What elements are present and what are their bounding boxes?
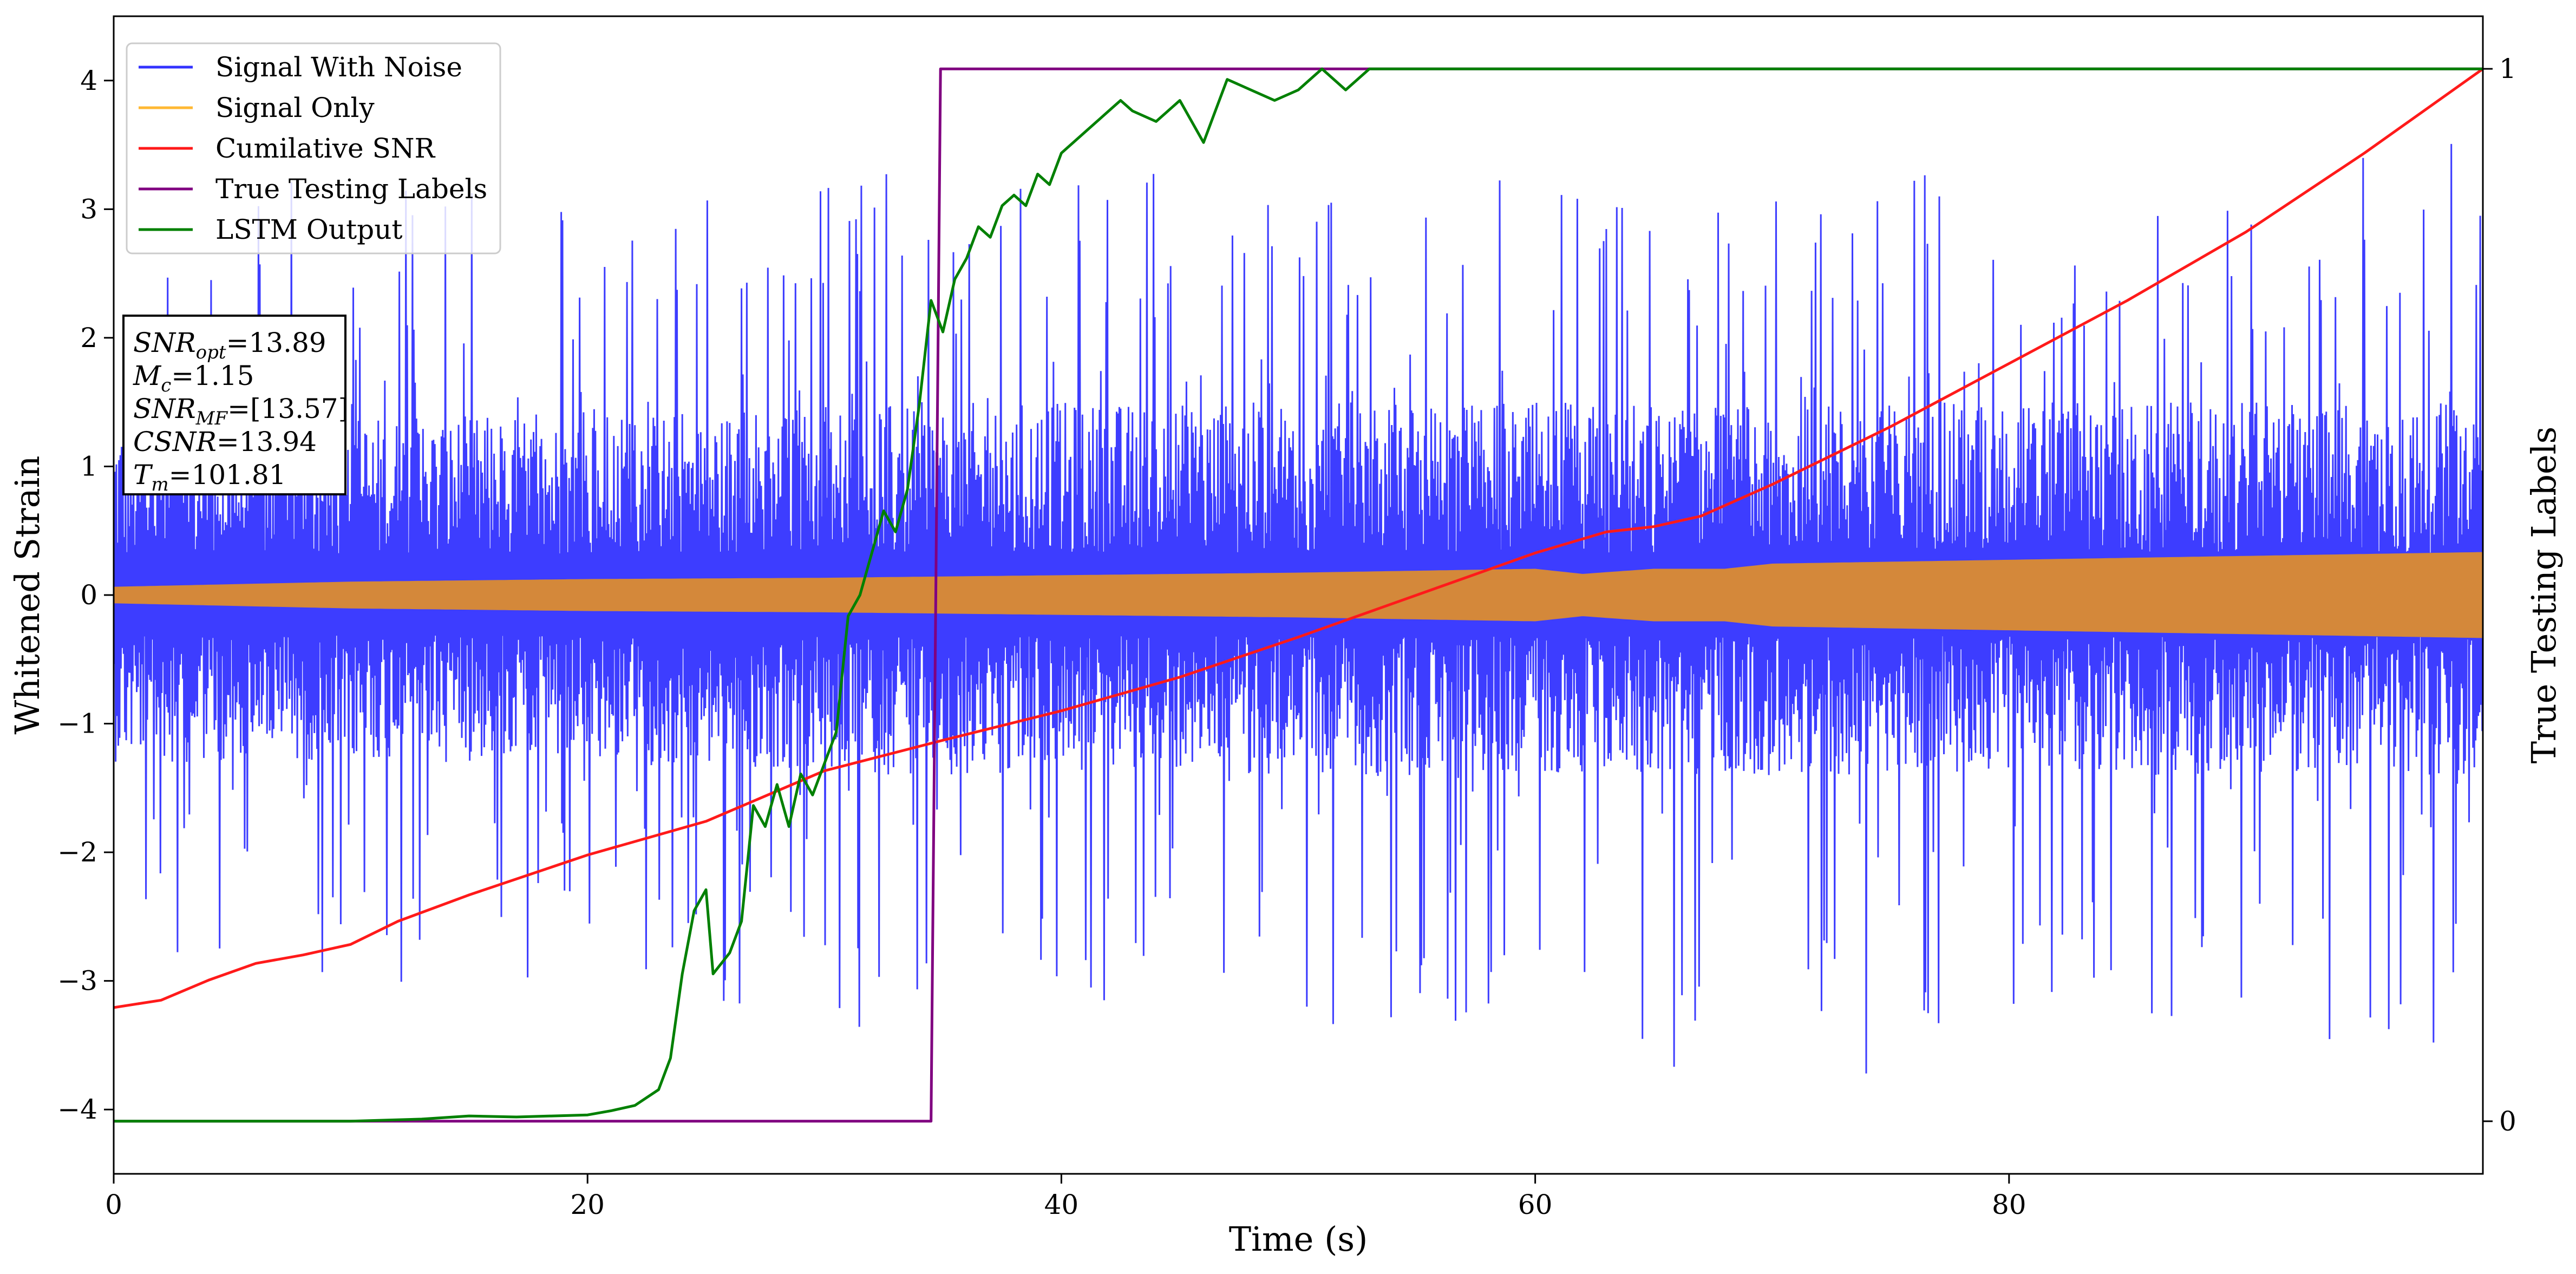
series-signal-with-noise — [114, 143, 2483, 1074]
y-tick-label: −1 — [57, 708, 97, 740]
y-tick-label: 2 — [80, 322, 97, 354]
legend: Signal With Noise Signal Only Cumilative S… — [126, 42, 501, 254]
annotation-subscript: c — [161, 375, 171, 396]
series-cumilative-snr — [114, 68, 2483, 1009]
y2-tick-label: 0 — [2499, 1106, 2516, 1137]
annotation-symbol: M — [133, 360, 162, 391]
annotation-symbol: CSNR — [133, 426, 217, 458]
annotation-symbol: T — [133, 459, 153, 491]
x-tick-label: 60 — [1518, 1189, 1553, 1220]
legend-label: True Testing Labels — [215, 173, 487, 205]
annotation-subscript: opt — [196, 342, 226, 363]
legend-label: Signal With Noise — [215, 51, 462, 83]
annotation-subscript: MF — [195, 408, 228, 429]
x-tick-label: 0 — [105, 1189, 122, 1220]
annotation-value: =1.15 — [171, 360, 254, 391]
series-layer — [114, 67, 2483, 1123]
x-tick-label: 80 — [1992, 1189, 2026, 1220]
annotation-line: SNRMF=[13.57] — [133, 393, 349, 429]
annotation-line: SNRopt=13.89 — [133, 327, 326, 363]
y-axis-left: −4 −3 −2 −1 0 1 2 3 4 — [57, 65, 114, 1125]
annotation-value: =13.94 — [217, 426, 317, 458]
y2-tick-label: 1 — [2499, 53, 2516, 84]
stats-annotation-box: SNRopt=13.89Mc=1.15SNRMF=[13.57]CSNR=13.… — [122, 315, 349, 495]
legend-label: Signal Only — [215, 92, 375, 123]
x-axis: 0 20 40 60 80 — [105, 1174, 2026, 1220]
x-tick-label: 20 — [570, 1189, 605, 1220]
annotation-value: =[13.57] — [227, 393, 349, 424]
y-tick-label: −2 — [57, 837, 97, 868]
x-tick-label: 40 — [1044, 1189, 1079, 1220]
annotation-frame — [122, 315, 346, 495]
series-signal-only — [114, 552, 2483, 638]
annotation-line: Tm=101.81 — [133, 459, 286, 495]
y-axis-right: 01 — [2483, 53, 2516, 1137]
y-axis-label: Whitened Strain — [8, 456, 47, 735]
y-tick-label: −4 — [57, 1094, 97, 1125]
y-tick-label: 1 — [80, 450, 97, 482]
legend-label: Cumilative SNR — [215, 133, 435, 164]
annotation-value: =101.81 — [169, 459, 286, 491]
annotation-subscript: m — [151, 474, 168, 495]
annotation-symbol: SNR — [133, 393, 196, 424]
y-tick-label: −3 — [57, 965, 97, 997]
x-axis-label: Time (s) — [1229, 1219, 1368, 1259]
annotation-symbol: SNR — [133, 327, 196, 358]
legend-label: LSTM Output — [215, 214, 402, 245]
series-lstm-output — [114, 67, 2483, 1123]
legend-frame — [126, 42, 501, 254]
y2-axis-label: True Testing Labels — [2524, 427, 2564, 764]
y-tick-label: 0 — [80, 579, 97, 611]
y-tick-label: 4 — [80, 65, 97, 96]
annotation-value: =13.89 — [226, 327, 326, 358]
y-tick-label: 3 — [80, 193, 97, 225]
annotation-line: Mc=1.15 — [133, 360, 254, 396]
annotation-line: CSNR=13.94 — [133, 426, 317, 458]
